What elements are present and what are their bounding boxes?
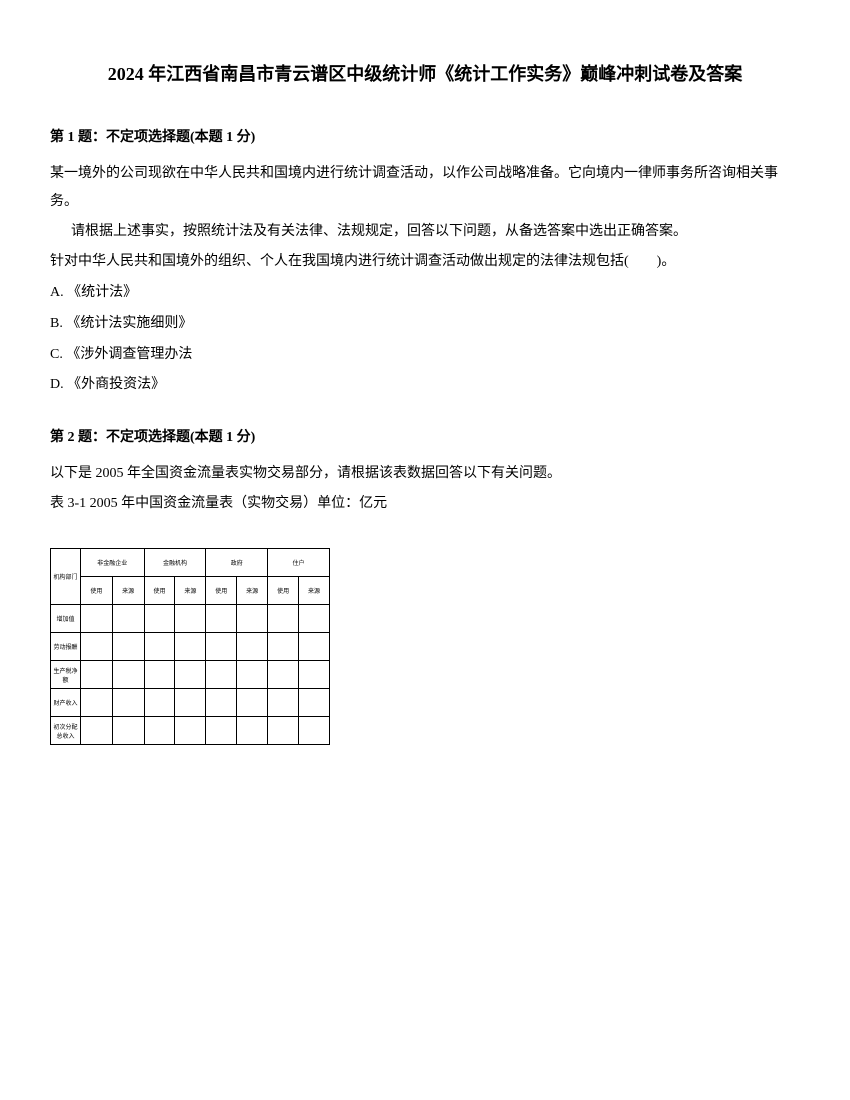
cell <box>268 633 299 661</box>
sub-src-2: 来源 <box>175 577 206 605</box>
row-label-2: 生产税净额 <box>51 661 81 689</box>
cell <box>206 605 237 633</box>
question-2: 第 2 题：不定项选择题(本题 1 分) 以下是 2005 年全国资金流量表实物… <box>50 426 800 745</box>
q1-scenario: 某一境外的公司现欲在中华人民共和国境内进行统计调查活动，以作公司战略准备。它向境… <box>50 160 800 216</box>
row-label-4: 初次分配总收入 <box>51 717 81 745</box>
sub-src-4: 来源 <box>299 577 330 605</box>
cell <box>299 717 330 745</box>
cell <box>112 689 144 717</box>
cell <box>144 689 175 717</box>
cell <box>112 661 144 689</box>
q2-intro: 以下是 2005 年全国资金流量表实物交易部分，请根据该表数据回答以下有关问题。 <box>50 460 800 488</box>
cell <box>268 661 299 689</box>
cell <box>175 661 206 689</box>
cell <box>237 605 268 633</box>
header-nonfinancial: 非金融企业 <box>81 549 145 577</box>
table-row: 劳动报酬 <box>51 633 330 661</box>
data-table-container: 机构部门 非金融企业 金融机构 政府 住户 使用 来源 使用 来源 使用 来源 … <box>50 548 330 745</box>
q1-header: 第 1 题：不定项选择题(本题 1 分) <box>50 126 800 146</box>
question-1: 第 1 题：不定项选择题(本题 1 分) 某一境外的公司现欲在中华人民共和国境内… <box>50 126 800 401</box>
q2-table-caption: 表 3-1 2005 年中国资金流量表（实物交易）单位：亿元 <box>50 490 800 518</box>
cell <box>175 633 206 661</box>
cell <box>237 717 268 745</box>
cell <box>299 633 330 661</box>
cell <box>175 717 206 745</box>
cell <box>144 633 175 661</box>
cell <box>268 689 299 717</box>
header-government: 政府 <box>206 549 268 577</box>
sub-use-3: 使用 <box>206 577 237 605</box>
cell <box>237 661 268 689</box>
cell <box>81 717 113 745</box>
cell <box>81 605 113 633</box>
cell <box>81 661 113 689</box>
cell <box>299 661 330 689</box>
cell <box>206 661 237 689</box>
q1-instruction: 请根据上述事实，按照统计法及有关法律、法规规定，回答以下问题，从备选答案中选出正… <box>50 218 800 246</box>
cell <box>268 717 299 745</box>
header-sector: 机构部门 <box>51 549 81 605</box>
cell <box>175 605 206 633</box>
row-label-1: 劳动报酬 <box>51 633 81 661</box>
sub-use-2: 使用 <box>144 577 175 605</box>
table-row: 初次分配总收入 <box>51 717 330 745</box>
q1-option-d: D. 《外商投资法》 <box>50 370 800 401</box>
q2-header: 第 2 题：不定项选择题(本题 1 分) <box>50 426 800 446</box>
cell <box>268 605 299 633</box>
cell <box>206 633 237 661</box>
q1-option-c: C. 《涉外调查管理办法 <box>50 340 800 371</box>
cell <box>112 717 144 745</box>
q1-option-a: A. 《统计法》 <box>50 278 800 309</box>
cell <box>237 689 268 717</box>
cell <box>81 689 113 717</box>
table-row: 财产收入 <box>51 689 330 717</box>
cell <box>144 661 175 689</box>
cell <box>299 605 330 633</box>
sub-src-1: 来源 <box>112 577 144 605</box>
sub-use-1: 使用 <box>81 577 113 605</box>
cell <box>237 633 268 661</box>
cell <box>144 605 175 633</box>
cell <box>175 689 206 717</box>
cell <box>81 633 113 661</box>
cell <box>112 605 144 633</box>
header-financial: 金融机构 <box>144 549 206 577</box>
cell <box>299 689 330 717</box>
row-label-0: 增加值 <box>51 605 81 633</box>
cell <box>144 717 175 745</box>
cell <box>206 717 237 745</box>
funds-flow-table: 机构部门 非金融企业 金融机构 政府 住户 使用 来源 使用 来源 使用 来源 … <box>50 548 330 745</box>
cell <box>206 689 237 717</box>
q1-option-b: B. 《统计法实施细则》 <box>50 309 800 340</box>
sub-use-4: 使用 <box>268 577 299 605</box>
page-title: 2024 年江西省南昌市青云谱区中级统计师《统计工作实务》巅峰冲刺试卷及答案 <box>50 60 800 86</box>
cell <box>112 633 144 661</box>
table-row: 增加值 <box>51 605 330 633</box>
row-label-3: 财产收入 <box>51 689 81 717</box>
table-row: 生产税净额 <box>51 661 330 689</box>
table-header-row-2: 使用 来源 使用 来源 使用 来源 使用 来源 <box>51 577 330 605</box>
sub-src-3: 来源 <box>237 577 268 605</box>
table-header-row-1: 机构部门 非金融企业 金融机构 政府 住户 <box>51 549 330 577</box>
header-household: 住户 <box>268 549 330 577</box>
q1-question: 针对中华人民共和国境外的组织、个人在我国境内进行统计调查活动做出规定的法律法规包… <box>50 248 800 276</box>
